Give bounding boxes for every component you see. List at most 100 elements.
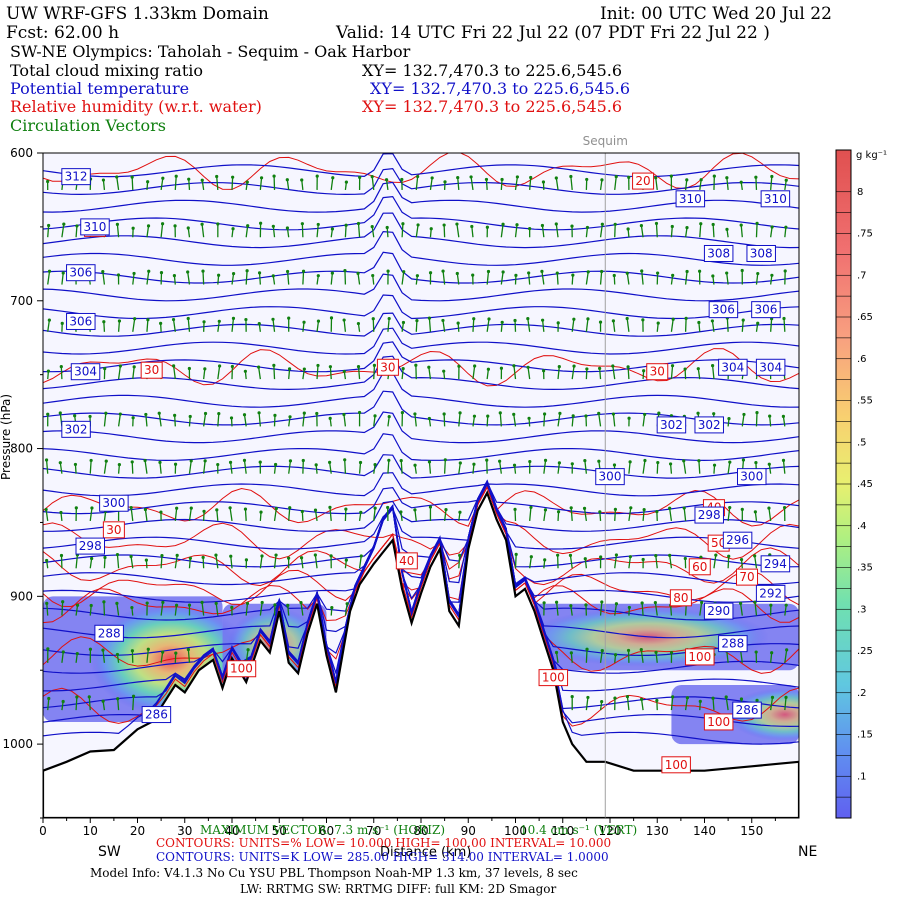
circulation-vector — [301, 179, 304, 191]
circulation-vector — [739, 603, 743, 616]
vector-head — [257, 365, 261, 369]
circulation-vector — [514, 224, 518, 238]
vector-head — [600, 649, 604, 653]
circulation-vector — [300, 557, 304, 569]
vector-head — [740, 268, 744, 273]
circulation-vector — [684, 227, 688, 238]
circulation-vector — [272, 319, 276, 332]
vector-head — [770, 174, 774, 179]
vector-head — [415, 274, 419, 278]
vector-head — [711, 222, 715, 227]
vector-head — [613, 507, 618, 511]
theta-label-box — [722, 531, 753, 549]
circulation-vector — [683, 460, 687, 474]
circulation-vector — [60, 366, 63, 380]
theta-contour-line — [43, 153, 799, 178]
vector-head — [542, 369, 546, 373]
circulation-vector — [217, 365, 221, 380]
vector-head — [302, 411, 306, 415]
vector-head — [414, 363, 418, 367]
vector-head — [739, 180, 743, 184]
vector-head — [570, 694, 574, 699]
circulation-vector — [456, 223, 460, 238]
vector-head — [272, 174, 276, 178]
vector-head — [756, 271, 760, 276]
vector-head — [711, 274, 715, 278]
theta-label: 300 — [740, 470, 763, 484]
circulation-vector — [75, 554, 79, 569]
vector-head — [285, 269, 290, 274]
circulation-vector — [372, 318, 375, 332]
vector-head — [698, 699, 702, 703]
vector-head — [754, 175, 758, 179]
circulation-vector — [784, 697, 787, 711]
rh-label-box — [632, 172, 655, 190]
circulation-vector — [614, 509, 617, 522]
vector-head — [259, 510, 263, 514]
vector-head — [443, 180, 447, 184]
circulation-vector — [656, 462, 659, 474]
vector-head — [101, 178, 106, 182]
circulation-vector — [472, 318, 475, 332]
theta-contour-line — [43, 181, 799, 213]
vector-head — [600, 178, 604, 182]
circulation-vector — [755, 177, 758, 190]
vector-head — [584, 414, 588, 418]
vector-head — [724, 695, 728, 699]
vector-head — [245, 601, 250, 605]
vector-head — [458, 553, 462, 557]
x-tick-label: 70 — [366, 824, 381, 838]
vector-head — [331, 176, 335, 180]
theta-contour-line — [43, 355, 799, 391]
vector-head — [146, 318, 150, 322]
vector-head — [171, 317, 176, 322]
circulation-vector — [188, 460, 192, 474]
vector-head — [427, 365, 431, 369]
circulation-vector — [499, 412, 502, 427]
vector-head — [285, 226, 290, 230]
circulation-vector — [783, 318, 786, 332]
rh-label-box — [685, 648, 715, 666]
vector-head — [781, 414, 785, 418]
circulation-vector — [187, 318, 191, 332]
vector-head — [642, 369, 646, 373]
vector-head — [554, 600, 559, 604]
vector-head — [469, 175, 473, 179]
rh-label: 60 — [692, 560, 707, 574]
circulation-vector — [642, 460, 646, 474]
x-tick-label: 30 — [177, 824, 192, 838]
y-axis-label: Pressure (hPa) — [0, 394, 13, 480]
footer: MAXIMUM VECTOR: 7.3 m s⁻¹ (HORIZ) 10.4 c… — [90, 823, 637, 896]
vector-head — [685, 696, 689, 700]
circulation-vector — [61, 601, 64, 616]
vector-head — [654, 554, 658, 558]
vector-head — [302, 320, 306, 324]
vector-head — [585, 177, 589, 182]
vector-head — [174, 603, 179, 607]
left-end-label: SW — [98, 844, 121, 860]
vector-head — [625, 695, 630, 699]
circulation-vector — [259, 602, 263, 616]
theta-label-box — [703, 244, 734, 262]
circulation-vector — [614, 603, 618, 616]
vector-head — [172, 274, 177, 278]
circulation-vector — [174, 508, 178, 522]
vector-head — [101, 648, 105, 652]
vector-head — [683, 556, 687, 561]
theta-label-box — [694, 506, 724, 524]
vector-head — [146, 647, 150, 651]
field2-name: Potential temperature — [10, 79, 189, 98]
vector-head — [288, 415, 292, 419]
circulation-vector — [583, 508, 588, 522]
circulation-vector — [203, 460, 206, 474]
vector-head — [529, 175, 533, 180]
circulation-vector — [146, 649, 149, 663]
vector-head — [133, 317, 137, 321]
vector-head — [583, 557, 587, 561]
vector-head — [653, 600, 657, 605]
circulation-vector — [160, 652, 164, 663]
vector-head — [569, 651, 573, 655]
vector-head — [131, 416, 135, 420]
theta-contour-line — [43, 195, 799, 231]
circulation-vector — [88, 696, 91, 711]
